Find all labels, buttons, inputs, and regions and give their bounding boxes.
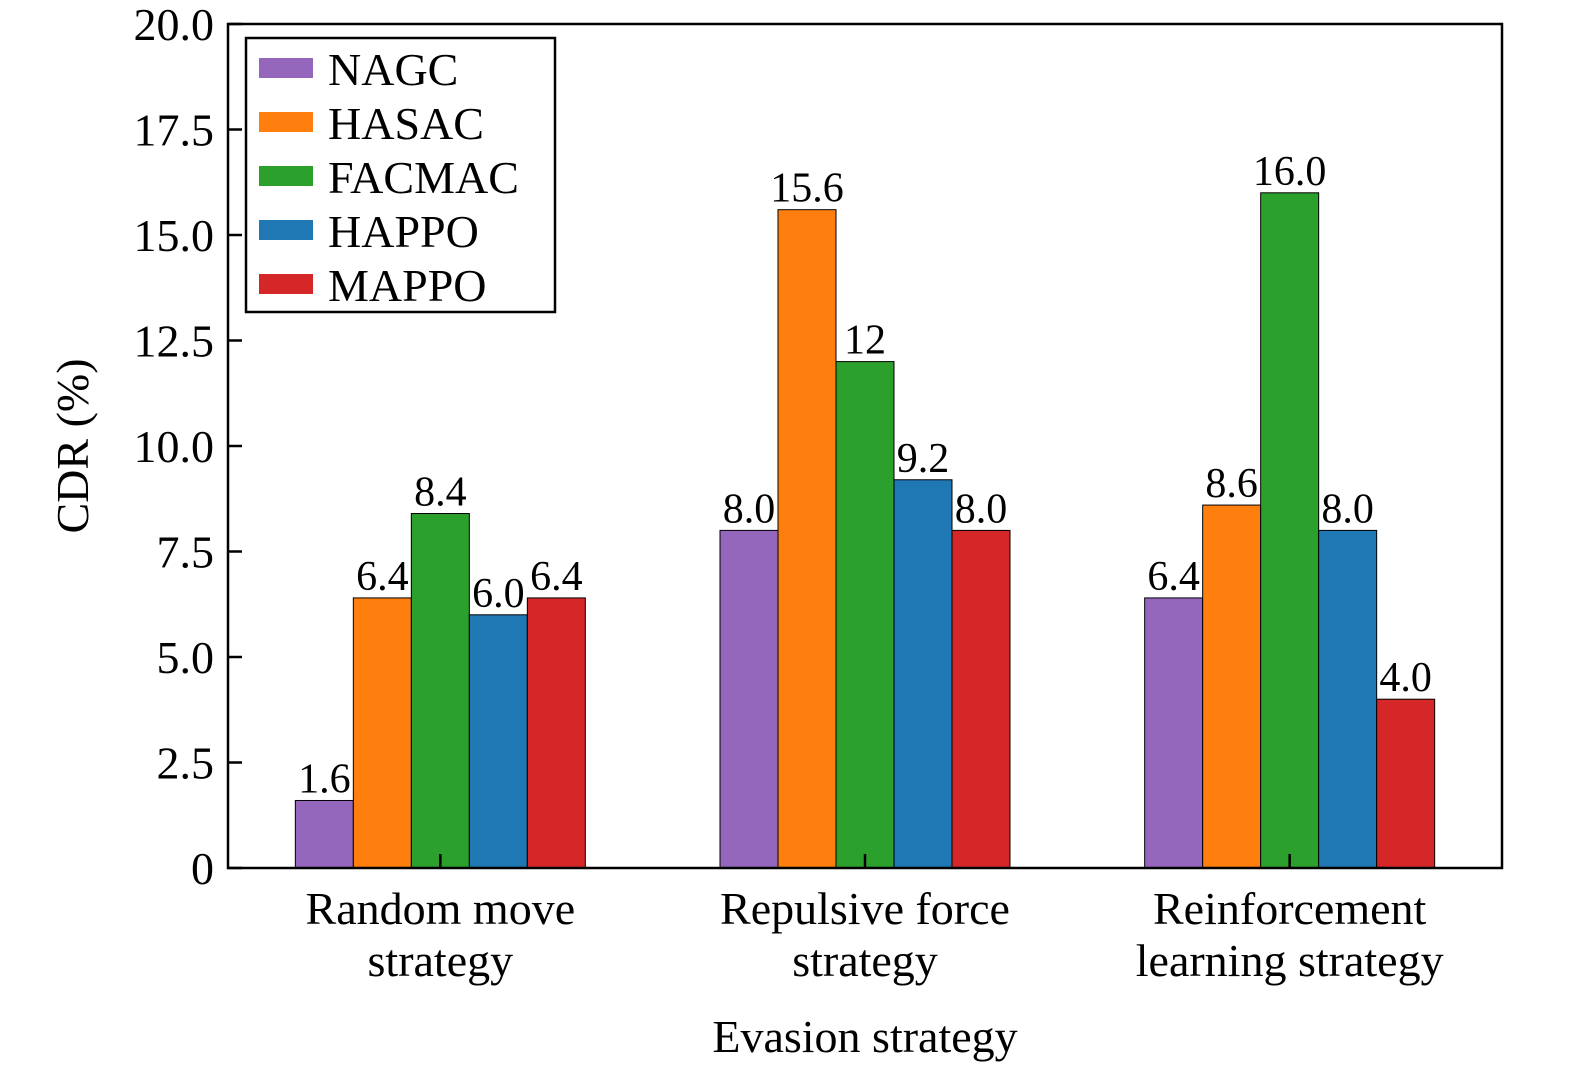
y-axis-title: CDR (%) <box>47 358 98 533</box>
bar-happo <box>468 614 528 869</box>
bar-nagc <box>719 529 779 869</box>
bars-layer <box>294 192 1436 869</box>
y-tick-label: 17.5 <box>134 105 215 156</box>
y-tick-label: 0 <box>191 843 214 894</box>
bar-hasac <box>352 597 412 869</box>
data-label: 9.2 <box>897 436 950 482</box>
data-label: 1.6 <box>298 756 351 802</box>
legend-label-facmac: FACMAC <box>328 152 519 203</box>
legend-swatch-facmac <box>259 166 313 186</box>
bar-nagc <box>294 799 354 869</box>
bar-mappo <box>951 529 1011 869</box>
data-label: 6.4 <box>356 554 409 600</box>
x-tick-label: Reinforcement learning strategy <box>1136 883 1444 986</box>
x-tick-label-line: learning strategy <box>1136 935 1444 986</box>
data-label: 8.6 <box>1205 461 1258 507</box>
bar-hasac <box>777 209 837 869</box>
bar-facmac <box>410 513 470 869</box>
x-tick-label-line: Random move <box>306 883 576 934</box>
bar-happo <box>1318 529 1378 869</box>
legend-label-mappo: MAPPO <box>328 260 487 311</box>
bar-facmac <box>1260 192 1320 869</box>
bar-mappo <box>526 597 586 869</box>
bar-mappo <box>1376 698 1436 869</box>
x-tick-label-line: Repulsive force <box>720 883 1010 934</box>
x-tick-label: Random move strategy <box>306 883 576 986</box>
bar-facmac <box>835 361 895 869</box>
bar-happo <box>893 479 953 869</box>
data-label: 6.4 <box>530 554 583 600</box>
legend-swatch-hasac <box>259 112 313 132</box>
data-labels-layer: 1.66.48.46.0 6.48.015.6129.28.06.48.616.0… <box>298 149 1432 803</box>
data-label: 4.0 <box>1379 655 1432 701</box>
x-tick-label-line: strategy <box>368 935 514 986</box>
legend-swatch-mappo <box>259 274 313 294</box>
bar-nagc <box>1144 597 1204 869</box>
data-label: 6.0 <box>472 571 525 617</box>
legend-label-hasac: HASAC <box>328 98 484 149</box>
x-axis-title: Evasion strategy <box>712 1011 1017 1062</box>
y-tick-label: 12.5 <box>134 316 215 367</box>
x-tick-label-line: strategy <box>792 935 938 986</box>
data-label: 12 <box>844 318 886 364</box>
data-label: 6.4 <box>1147 554 1200 600</box>
data-label: 16.0 <box>1253 149 1327 195</box>
data-label: 8.0 <box>955 486 1008 532</box>
y-axis-ticks: 0 2.5 5.0 7.5 10.0 12.5 15.0 17.5 20.0 <box>134 0 242 894</box>
data-label: 15.6 <box>770 166 844 212</box>
legend-swatch-nagc <box>259 58 313 78</box>
legend-label-nagc: NAGC <box>328 44 458 95</box>
legend-label-happo: HAPPO <box>328 206 479 257</box>
y-tick-label: 15.0 <box>134 210 215 261</box>
x-tick-label: Repulsive force strategy <box>720 883 1010 986</box>
x-tick-label-line: Reinforcement <box>1153 883 1427 934</box>
data-label: 8.0 <box>723 486 776 532</box>
legend-swatch-happo <box>259 220 313 240</box>
y-tick-label: 7.5 <box>157 527 215 578</box>
data-label: 8.4 <box>414 470 467 516</box>
y-tick-label: 20.0 <box>134 0 215 50</box>
y-tick-label: 2.5 <box>157 738 215 789</box>
bar-hasac <box>1202 504 1262 869</box>
y-tick-label: 5.0 <box>157 632 215 683</box>
data-label: 8.0 <box>1321 486 1374 532</box>
y-tick-label: 10.0 <box>134 421 215 472</box>
